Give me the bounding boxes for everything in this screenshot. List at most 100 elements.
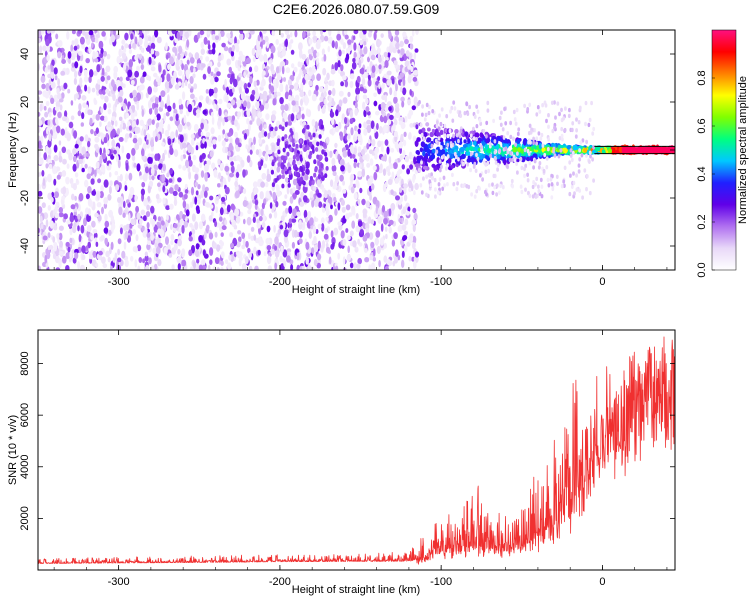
heatmap-cell [328, 36, 333, 45]
heatmap-cell [313, 159, 317, 165]
heatmap-cell [128, 59, 133, 68]
heatmap-cell [337, 60, 341, 68]
heatmap-cell [441, 186, 445, 191]
heatmap-cell [296, 156, 300, 162]
heatmap-cell [203, 190, 208, 198]
heatmap-cell [544, 103, 548, 108]
heatmap-cell [427, 127, 431, 132]
heatmap-cell [78, 103, 82, 111]
heatmap-cell [58, 207, 63, 214]
heatmap-cell [146, 204, 151, 211]
heatmap-cell [172, 227, 177, 233]
heatmap-cell [313, 244, 319, 253]
heatmap-cell [111, 79, 115, 88]
heatmap-cell [451, 172, 454, 178]
heatmap-cell [572, 180, 576, 186]
heatmap-cell [271, 70, 276, 75]
heatmap-cell [264, 36, 269, 43]
heatmap-cell [393, 60, 398, 66]
heatmap-cell [209, 150, 214, 158]
heatmap-cell [528, 138, 531, 143]
heatmap-cell [384, 139, 389, 146]
heatmap-cell [345, 228, 349, 233]
heatmap-cell [413, 156, 417, 165]
heatmap-cell [194, 52, 200, 60]
heatmap-cell [199, 30, 205, 36]
heatmap-cell [403, 188, 407, 193]
heatmap-cell [585, 174, 589, 179]
heatmap-cell [62, 158, 67, 165]
heatmap-cell [298, 219, 302, 226]
heatmap-cell [493, 185, 496, 190]
heatmap-cell [47, 73, 52, 79]
heatmap-cell [126, 152, 131, 160]
heatmap-cell [164, 149, 167, 155]
heatmap-cell [56, 125, 61, 134]
heatmap-cell [508, 157, 512, 163]
heatmap-cell [219, 30, 225, 37]
heatmap-cell [222, 177, 227, 185]
heatmap-cell [200, 122, 204, 130]
heatmap-cell [132, 89, 138, 97]
heatmap-cell [218, 172, 221, 179]
heatmap-cell [254, 199, 259, 206]
heatmap-cell [196, 112, 200, 118]
heatmap-cell [299, 120, 303, 126]
heatmap-cell [578, 148, 581, 153]
heatmap-cell [268, 213, 272, 219]
heatmap-cell [148, 174, 152, 181]
heatmap-cell [239, 33, 244, 41]
heatmap-cell [209, 61, 213, 68]
heatmap-cell [329, 150, 333, 158]
heatmap-cell [40, 30, 45, 35]
heatmap-cell [362, 208, 368, 215]
heatmap-cell [181, 259, 187, 267]
heatmap-cell [273, 210, 278, 219]
heatmap-cell [106, 53, 111, 60]
heatmap-cell [235, 171, 240, 178]
heatmap-cell [308, 231, 312, 239]
heatmap-cell [494, 156, 497, 161]
heatmap-cell [227, 132, 232, 138]
heatmap-cell [52, 165, 57, 175]
heatmap-cell [54, 212, 60, 219]
heatmap-cell [156, 113, 161, 121]
heatmap-cell [512, 146, 518, 153]
heatmap-cell [80, 122, 85, 127]
heatmap-cell [299, 68, 303, 76]
heatmap-cell [107, 121, 112, 128]
heatmap-cell [487, 183, 491, 188]
heatmap-cell [213, 242, 217, 249]
heatmap-cell [476, 156, 480, 162]
heatmap-cell [87, 140, 91, 148]
heatmap-cell [47, 147, 52, 156]
heatmap-cell [380, 107, 384, 115]
heatmap-cell [139, 30, 143, 37]
heatmap-cell [361, 168, 366, 178]
heatmap-cell [236, 241, 241, 248]
heatmap-cell [59, 240, 63, 248]
heatmap-cell [157, 216, 161, 222]
heatmap-cell [431, 109, 435, 114]
heatmap-cell [250, 235, 255, 241]
heatmap-cell [47, 139, 52, 148]
heatmap-cell [296, 183, 299, 190]
heatmap-cell [157, 228, 162, 235]
heatmap-cell [57, 51, 62, 59]
heatmap-cell [455, 186, 459, 192]
heatmap-cell [495, 183, 499, 188]
heatmap-cell [285, 60, 289, 65]
heatmap-cell [48, 111, 52, 118]
heatmap-cell [130, 255, 134, 262]
heatmap-cell [95, 241, 99, 247]
heatmap-cell [356, 263, 361, 270]
heatmap-cell [570, 184, 574, 189]
heatmap-cell [299, 154, 303, 160]
heatmap-cell [575, 187, 579, 192]
heatmap-cell [562, 116, 565, 121]
heatmap-cell [229, 31, 233, 39]
heatmap-cell [79, 65, 83, 74]
heatmap-cell [384, 56, 389, 62]
heatmap-cell [349, 80, 354, 89]
heatmap-cell [316, 262, 322, 269]
